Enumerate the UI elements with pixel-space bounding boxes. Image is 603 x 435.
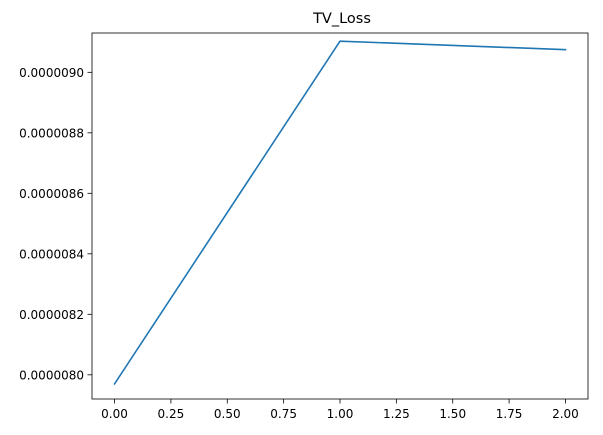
- x-tick-label: 0.75: [270, 407, 297, 421]
- plot-area: 0.00 0.25 0.50 0.75 1.00 1.25 1.50 1.75 2.00 0.00…: [19, 32, 589, 421]
- chart-title: TV_Loss: [312, 11, 371, 27]
- y-tick-label: 0.0000080: [19, 368, 84, 382]
- x-tick-label: 0.25: [158, 407, 185, 421]
- x-tick-label: 2.00: [552, 407, 579, 421]
- y-tick-label: 0.0000088: [19, 126, 84, 140]
- y-tick-label: 0.0000084: [19, 247, 84, 261]
- axes-frame: [91, 32, 589, 400]
- x-tick-label: 1.75: [496, 407, 523, 421]
- x-tick-label: 0.50: [214, 407, 241, 421]
- x-tick-label: 1.00: [327, 407, 354, 421]
- series-line: [113, 40, 567, 385]
- x-tick-label: 0.00: [101, 407, 128, 421]
- y-tick-label: 0.0000090: [19, 66, 84, 80]
- x-tick-label: 1.25: [383, 407, 410, 421]
- y-tick-label: 0.0000082: [19, 308, 84, 322]
- y-tick-label: 0.0000086: [19, 187, 84, 201]
- x-tick-label: 1.50: [439, 407, 466, 421]
